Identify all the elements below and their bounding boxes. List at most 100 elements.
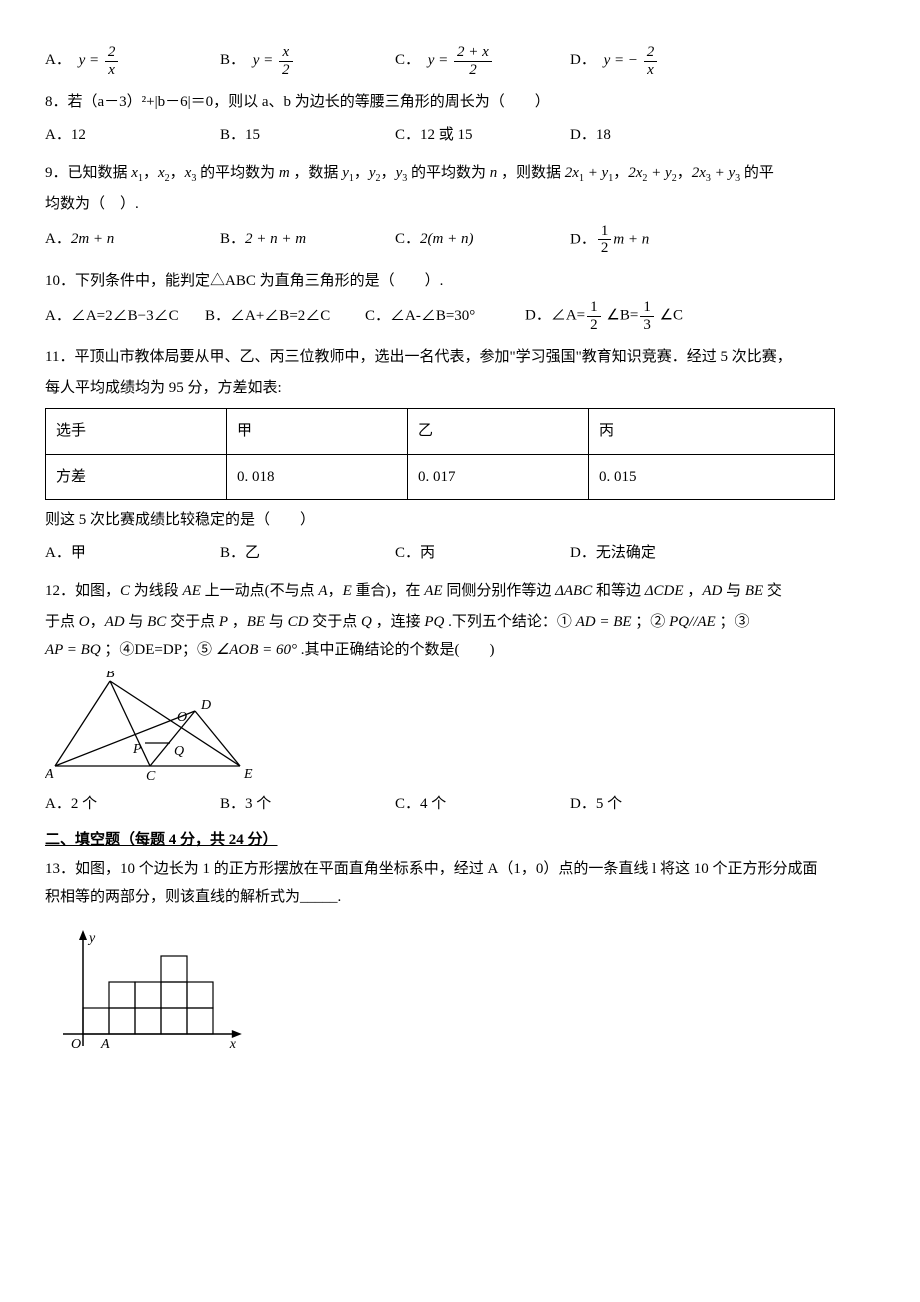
q12-options: A．2 个 B．3 个 C．4 个 D．5 个 <box>45 790 920 819</box>
var: AE <box>183 583 201 599</box>
txt: ， <box>170 165 185 181</box>
q11-options: A．甲 B．乙 C．丙 D．无法确定 <box>45 539 920 568</box>
var: O <box>79 614 90 630</box>
svg-text:C: C <box>146 769 156 784</box>
q11-line1: 11．平顶山市教体局要从甲、乙、丙三位教师中，选出一名代表，参加"学习强国"教育… <box>45 343 920 372</box>
svg-text:E: E <box>243 767 253 782</box>
txt: ，数据 <box>290 165 343 181</box>
opt-expr: m + n <box>613 231 649 247</box>
q9-opt-b: B．2 + n + m <box>220 225 395 254</box>
txt: 于点 <box>45 614 79 630</box>
txt: 的平 <box>740 165 774 181</box>
q8-opt-b: B．15 <box>220 121 395 150</box>
var: + y <box>647 165 671 181</box>
table-cell: 方差 <box>46 454 227 500</box>
q10-opt-a: A．∠A=2∠B−3∠C <box>45 302 205 331</box>
q12-diagram: ABCDEOPQ <box>45 671 255 786</box>
opt-expr: ∠A= <box>551 307 585 323</box>
txt: 交于点 <box>166 614 219 630</box>
var: AD <box>702 583 722 599</box>
var: y <box>369 165 376 181</box>
table-cell: 0. 017 <box>408 454 589 500</box>
opt-expr: ∠A+∠B=2∠C <box>230 308 330 324</box>
q9-opt-d: D．12m + n <box>570 223 745 257</box>
table-row: 方差 0. 018 0. 017 0. 015 <box>46 454 835 500</box>
opt-label: B． <box>205 308 230 324</box>
var: AE <box>424 583 442 599</box>
fraction: 13 <box>640 299 654 333</box>
svg-text:O: O <box>177 710 187 725</box>
opt-expr: 2 + n + m <box>245 231 306 247</box>
opt-label: B． <box>220 231 245 247</box>
opt-label: A． <box>45 231 71 247</box>
opt-label: D． <box>570 52 596 68</box>
opt-expr-pre: y = <box>428 52 449 68</box>
txt: ， <box>228 614 247 630</box>
q13-line2: 积相等的两部分，则该直线的解析式为_____. <box>45 883 920 912</box>
txt: 和等边 <box>592 583 645 599</box>
opt-expr-pre: y = <box>253 52 274 68</box>
q8-text: 8．若（a－3）²+|b－6|＝0，则以 a、b 为边长的等腰三角形的周长为（ … <box>45 88 920 117</box>
opt-label: B． <box>220 52 245 68</box>
fraction: 12 <box>598 223 612 257</box>
svg-text:A: A <box>100 1037 110 1052</box>
q11-opt-b: B．乙 <box>220 539 395 568</box>
fraction: x2 <box>279 44 293 78</box>
q12-opt-a: A．2 个 <box>45 790 220 819</box>
var: PQ//AE <box>669 614 716 630</box>
var: C <box>120 583 130 599</box>
table-cell: 乙 <box>408 409 589 455</box>
opt-label: A． <box>45 308 71 324</box>
fraction: 2x <box>644 44 658 78</box>
txt: ；③ <box>716 614 750 630</box>
var: BE <box>247 614 265 630</box>
opt-expr: ∠C <box>656 307 683 323</box>
svg-text:A: A <box>45 767 54 782</box>
q10-text: 10．下列条件中，能判定△ABC 为直角三角形的是（ ）. <box>45 267 920 296</box>
txt: 与 <box>722 583 745 599</box>
txt: .下列五个结论：① <box>444 614 575 630</box>
fraction: 2 + x2 <box>454 44 492 78</box>
section-2-heading: 二、填空题（每题 4 分，共 24 分） <box>45 826 920 855</box>
var: 2x <box>628 165 642 181</box>
q9-options: A．2m + n B．2 + n + m C．2(m + n) D．12m + … <box>45 223 920 257</box>
var: + y <box>584 165 608 181</box>
q12-opt-c: C．4 个 <box>395 790 570 819</box>
txt: 交于点 <box>308 614 361 630</box>
var: m <box>279 165 290 181</box>
var: A <box>318 583 327 599</box>
var: + y <box>711 165 735 181</box>
q9-opt-a: A．2m + n <box>45 225 220 254</box>
q12-line1: 12．如图，C 为线段 AE 上一动点(不与点 A，E 重合)，在 AE 同侧分… <box>45 577 920 606</box>
opt-label: D． <box>525 307 551 323</box>
q11-opt-c: C．丙 <box>395 539 570 568</box>
opt-expr-pre: y = − <box>604 52 638 68</box>
txt: 12．如图， <box>45 583 120 599</box>
svg-text:y: y <box>87 931 96 946</box>
opt-expr: 2(m + n) <box>420 231 473 247</box>
opt-expr: 2m + n <box>71 231 114 247</box>
table-cell: 选手 <box>46 409 227 455</box>
q11-line3: 则这 5 次比赛成绩比较稳定的是（ ） <box>45 506 920 535</box>
var: AP = BQ <box>45 642 101 658</box>
txt: 交 <box>763 583 782 599</box>
txt: ，则数据 <box>497 165 565 181</box>
q12-opt-d: D．5 个 <box>570 790 745 819</box>
var: AD <box>105 614 125 630</box>
table-cell: 丙 <box>589 409 835 455</box>
var: ΔCDE <box>645 583 684 599</box>
txt: 重合)，在 <box>352 583 425 599</box>
opt-label: A． <box>45 52 71 68</box>
opt-label: C． <box>365 308 390 324</box>
q11-table: 选手 甲 乙 丙 方差 0. 018 0. 017 0. 015 <box>45 408 835 500</box>
svg-text:B: B <box>106 671 115 681</box>
svg-text:Q: Q <box>174 744 184 759</box>
opt-label: D． <box>570 231 596 247</box>
txt: .其中正确结论的个数是( ) <box>297 642 495 658</box>
q9-opt-c: C．2(m + n) <box>395 225 570 254</box>
q9-line2: 均数为（ ）. <box>45 190 920 219</box>
q7-opt-b: B． y = x2 <box>220 44 395 78</box>
table-cell: 0. 015 <box>589 454 835 500</box>
txt: 的平均数为 <box>407 165 490 181</box>
q12-opt-b: B．3 个 <box>220 790 395 819</box>
